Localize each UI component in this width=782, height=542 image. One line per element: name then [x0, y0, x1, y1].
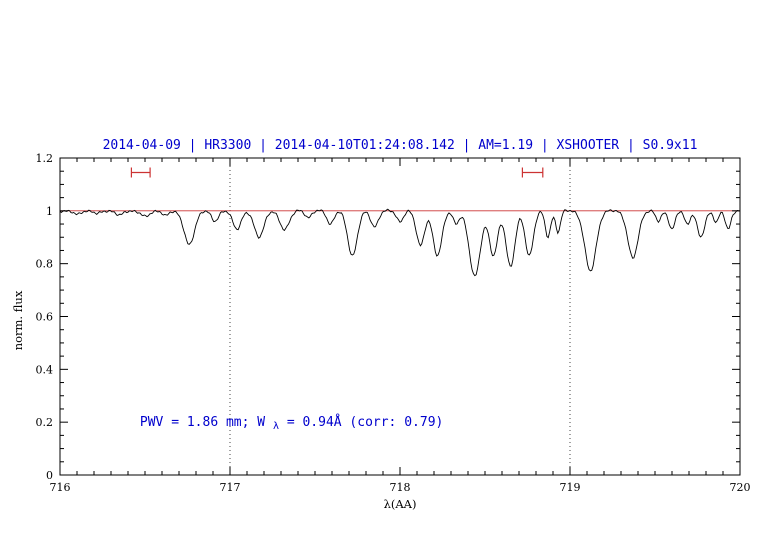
pwv-annotation-subscript: λ [273, 421, 279, 432]
y-tick-label: 0.2 [36, 416, 54, 429]
spectrum-line [59, 208, 741, 277]
y-tick-label: 0 [46, 469, 53, 482]
x-tick-label: 716 [50, 481, 71, 494]
y-tick-label: 0.8 [36, 258, 54, 271]
pwv-annotation: PWV = 1.86 mm; W λ = 0.94Å (corr: 0.79) [140, 414, 443, 433]
x-tick-labels: 716 717 718 719 720 [50, 481, 751, 494]
y-axis-label: norm. flux [11, 290, 25, 350]
measured-line-marker [130, 167, 151, 178]
measured-line-marker [521, 167, 544, 178]
pwv-annotation-text2: = 0.94Å (corr: 0.79) [287, 414, 444, 430]
y-tick-label: 1.2 [36, 152, 54, 165]
axis-ticks [59, 157, 741, 476]
line-region-markers [130, 167, 544, 178]
x-axis-label: λ(AA) [384, 497, 417, 511]
plot-title: 2014-04-09 | HR3300 | 2014-04-10T01:24:0… [103, 138, 698, 153]
y-tick-labels: 0 0.2 0.4 0.6 0.8 1 1.2 [36, 152, 54, 482]
y-tick-label: 1 [46, 205, 53, 218]
x-tick-label: 720 [730, 481, 751, 494]
y-tick-label: 0.6 [36, 311, 54, 324]
y-tick-label: 0.4 [36, 363, 54, 376]
pwv-annotation-text: PWV = 1.86 mm; W [140, 415, 265, 430]
x-tick-label: 717 [220, 481, 241, 494]
x-tick-label: 718 [390, 481, 411, 494]
x-tick-label: 719 [560, 481, 581, 494]
